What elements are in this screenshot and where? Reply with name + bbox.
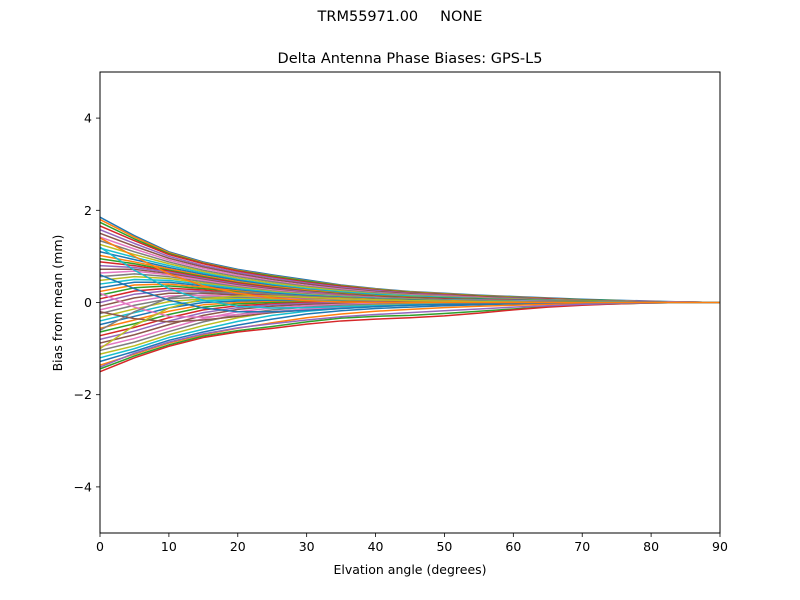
y-tick-label: 2 <box>84 203 92 218</box>
x-tick-label: 30 <box>299 539 315 554</box>
x-tick-label: 50 <box>436 539 452 554</box>
y-axis-label: Bias from mean (mm) <box>50 235 65 372</box>
x-tick-label: 10 <box>161 539 177 554</box>
series-line <box>99 301 720 355</box>
series-lines <box>99 216 721 373</box>
x-tick-label: 20 <box>230 539 246 554</box>
x-tick-label: 60 <box>505 539 521 554</box>
x-tick-label: 40 <box>368 539 384 554</box>
x-tick-label: 80 <box>643 539 659 554</box>
x-axis-ticks: 0 10 20 30 40 50 60 70 80 90 <box>96 533 728 554</box>
y-tick-label: −2 <box>74 387 92 402</box>
x-tick-label: 90 <box>712 539 728 554</box>
y-tick-label: 0 <box>84 295 92 310</box>
series-line <box>99 237 720 304</box>
x-tick-label: 70 <box>574 539 590 554</box>
chart-title: Delta Antenna Phase Biases: GPS-L5 <box>278 51 543 67</box>
series-line <box>99 301 720 368</box>
x-tick-label: 0 <box>96 539 104 554</box>
y-tick-label: 4 <box>84 111 92 126</box>
y-tick-label: −4 <box>74 479 92 494</box>
figure-suptitle: TRM55971.00 NONE <box>0 9 800 25</box>
antenna-model-label: TRM55971.00 <box>317 9 419 25</box>
x-axis-label: Elvation angle (degrees) <box>333 562 486 577</box>
radome-label: NONE <box>440 9 483 25</box>
series-line <box>99 301 720 359</box>
y-axis-ticks: −4 −2 0 2 4 <box>74 111 100 494</box>
